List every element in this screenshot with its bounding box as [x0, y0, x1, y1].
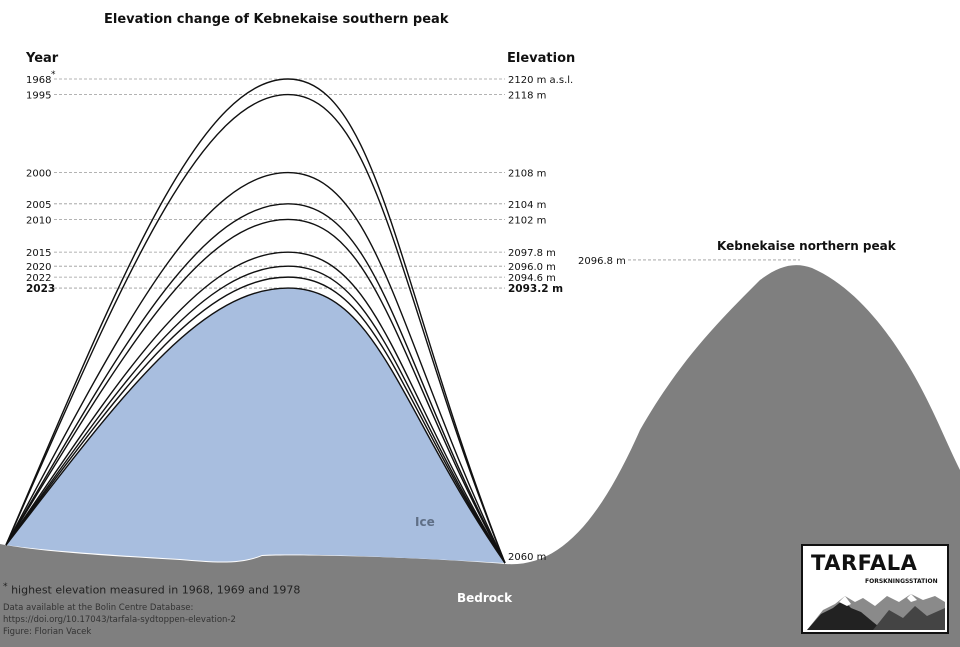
- elevation-curve-2023: [5, 287, 506, 564]
- year-label-2015: 2015: [26, 248, 51, 259]
- footnotes: * highest elevation measured in 1968, 19…: [3, 580, 300, 638]
- elevation-curve-2022: [5, 276, 506, 564]
- logo-name: TARFALA: [811, 551, 918, 575]
- elevation-label-2023: 2093.2 m: [508, 283, 563, 295]
- year-label-2000: 2000: [26, 169, 51, 180]
- footnote-text: highest elevation measured in 1968, 1969…: [11, 583, 301, 597]
- bedrock-area: [0, 265, 960, 647]
- asterisk-marker: *: [51, 70, 56, 80]
- elevation-curve-1995: [5, 93, 506, 564]
- year-header: Year: [26, 51, 59, 66]
- doi-link[interactable]: https://doi.org/10.17043/tarfala-sydtopp…: [3, 614, 236, 625]
- elevation-label-2000: 2108 m: [508, 169, 546, 180]
- elevation-curve-2020: [5, 265, 506, 564]
- logo-subtitle: FORSKNINGSSTATION: [865, 578, 938, 585]
- footnote-highest: * highest elevation measured in 1968, 19…: [3, 580, 300, 597]
- elevation-label-2022: 2094.6 m: [508, 273, 556, 284]
- elevation-label-1968: 2120 m a.s.l.: [508, 75, 573, 86]
- figure-credit: Figure: Florian Vacek: [3, 626, 92, 637]
- footnote-marker: *: [3, 581, 8, 592]
- year-label-1995: 1995: [26, 91, 51, 102]
- mountain-logo-icon: [807, 594, 945, 630]
- elevation-curve-1968: [5, 78, 506, 564]
- north-peak-elevation-label: 2096.8 m: [578, 256, 626, 267]
- year-label-1968: 1968: [26, 75, 51, 86]
- elevation-label-2005: 2104 m: [508, 200, 546, 211]
- north-peak-title: Kebnekaise northern peak: [717, 239, 896, 253]
- year-label-2005: 2005: [26, 200, 51, 211]
- elevation-curve-2000: [5, 171, 506, 564]
- elevation-label-1995: 2118 m: [508, 91, 546, 102]
- elevation-curve-2010: [5, 218, 506, 564]
- year-label-2010: 2010: [26, 215, 51, 226]
- bedrock-label: Bedrock: [457, 591, 513, 605]
- base-elevation-label: 2060 m: [508, 552, 546, 563]
- tarfala-logo: TARFALA FORSKNINGSSTATION: [801, 544, 949, 634]
- elevation-curve-2015: [5, 251, 506, 564]
- year-label-2020: 2020: [26, 262, 51, 273]
- data-source: Data available at the Bolin Centre Datab…: [3, 602, 194, 613]
- elevation-curve-2005: [5, 203, 506, 564]
- elevation-label-2010: 2102 m: [508, 215, 546, 226]
- elevation-label-2020: 2096.0 m: [508, 262, 556, 273]
- ice-area: [6, 288, 505, 563]
- year-label-2022: 2022: [26, 273, 51, 284]
- year-label-2023: 2023: [26, 283, 55, 295]
- chart-title: Elevation change of Kebnekaise southern …: [104, 12, 449, 27]
- elevation-label-2015: 2097.8 m: [508, 248, 556, 259]
- ice-label: Ice: [415, 515, 435, 529]
- elevation-header: Elevation: [507, 51, 576, 66]
